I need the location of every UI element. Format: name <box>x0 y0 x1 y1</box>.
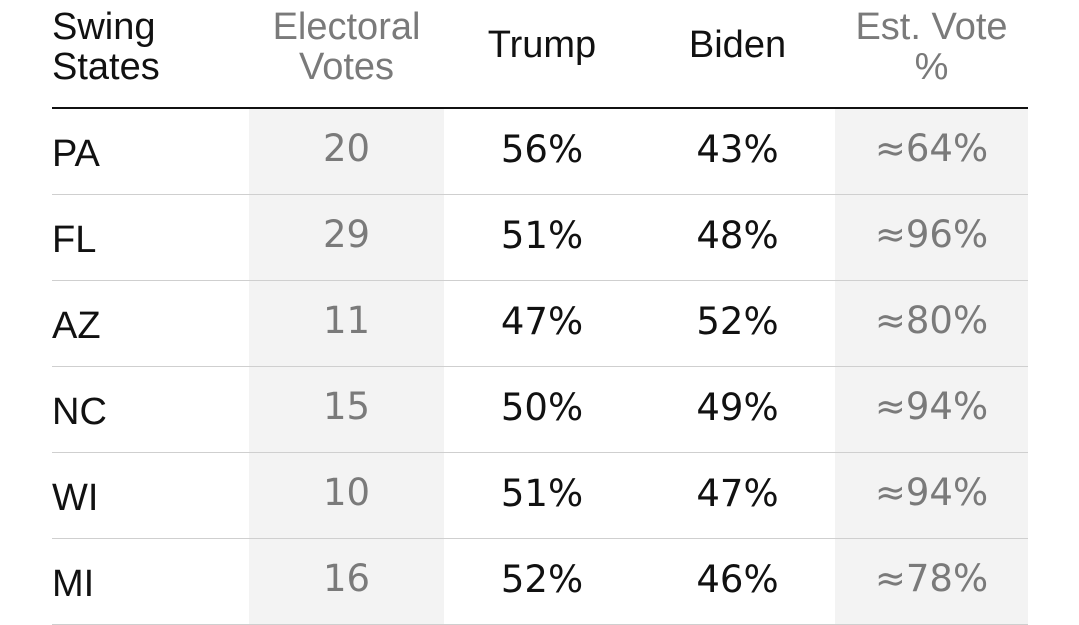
cell-trump: 51% <box>444 452 640 539</box>
cell-electoral-votes: 29 <box>249 194 444 281</box>
table-row-pa: PA 20 56% 43% ≈64% <box>52 108 1028 195</box>
cell-electoral-votes: 11 <box>249 280 444 367</box>
table-header: Swing States Electoral Votes Trump Biden <box>52 0 1028 109</box>
cell-state: WI <box>52 452 249 539</box>
cell-est-vote: ≈80% <box>835 280 1028 367</box>
cell-state: MI <box>52 538 249 625</box>
table-row-fl: FL 29 51% 48% ≈96% <box>52 194 1028 281</box>
header-est-vote-line1: Est. Vote <box>855 5 1008 48</box>
cell-trump: 51% <box>444 194 640 281</box>
table-row-az: AZ 11 47% 52% ≈80% <box>52 280 1028 367</box>
header-trump: Trump <box>444 0 640 109</box>
header-trump-label: Trump <box>487 23 597 66</box>
swing-states-table-container: Swing States Electoral Votes Trump Biden <box>52 0 1028 625</box>
header-swing-states-line1: Swing <box>52 5 156 48</box>
cell-electoral-votes: 10 <box>249 452 444 539</box>
cell-est-vote: ≈78% <box>835 538 1028 625</box>
table-row-mi: MI 16 52% 46% ≈78% <box>52 538 1028 625</box>
header-swing-states-line2: States <box>52 45 160 88</box>
cell-biden: 52% <box>640 280 835 367</box>
cell-est-vote: ≈94% <box>835 366 1028 453</box>
cell-trump: 52% <box>444 538 640 625</box>
swing-states-table: Swing States Electoral Votes Trump Biden <box>52 0 1028 625</box>
cell-biden: 47% <box>640 452 835 539</box>
table-body: PA 20 56% 43% ≈64% FL 29 51% 48% ≈96% AZ… <box>52 108 1028 625</box>
header-row: Swing States Electoral Votes Trump Biden <box>52 0 1028 109</box>
header-electoral-votes-line1: Electoral <box>272 5 421 48</box>
cell-est-vote: ≈96% <box>835 194 1028 281</box>
cell-electoral-votes: 15 <box>249 366 444 453</box>
cell-biden: 43% <box>640 108 835 195</box>
header-biden: Biden <box>640 0 835 109</box>
table-row-nc: NC 15 50% 49% ≈94% <box>52 366 1028 453</box>
cell-state: FL <box>52 194 249 281</box>
header-electoral-votes: Electoral Votes <box>249 0 444 109</box>
cell-biden: 46% <box>640 538 835 625</box>
cell-biden: 49% <box>640 366 835 453</box>
cell-trump: 47% <box>444 280 640 367</box>
cell-state: NC <box>52 366 249 453</box>
header-electoral-votes-line2: Votes <box>298 45 395 88</box>
header-biden-label: Biden <box>688 23 787 66</box>
cell-state: AZ <box>52 280 249 367</box>
cell-state: PA <box>52 108 249 195</box>
header-swing-states: Swing States <box>52 0 249 109</box>
cell-est-vote: ≈94% <box>835 452 1028 539</box>
header-est-vote-line2: % <box>914 45 949 88</box>
header-est-vote: Est. Vote % <box>835 0 1028 109</box>
cell-electoral-votes: 16 <box>249 538 444 625</box>
cell-trump: 50% <box>444 366 640 453</box>
cell-trump: 56% <box>444 108 640 195</box>
cell-electoral-votes: 20 <box>249 108 444 195</box>
cell-est-vote: ≈64% <box>835 108 1028 195</box>
cell-biden: 48% <box>640 194 835 281</box>
table-row-wi: WI 10 51% 47% ≈94% <box>52 452 1028 539</box>
